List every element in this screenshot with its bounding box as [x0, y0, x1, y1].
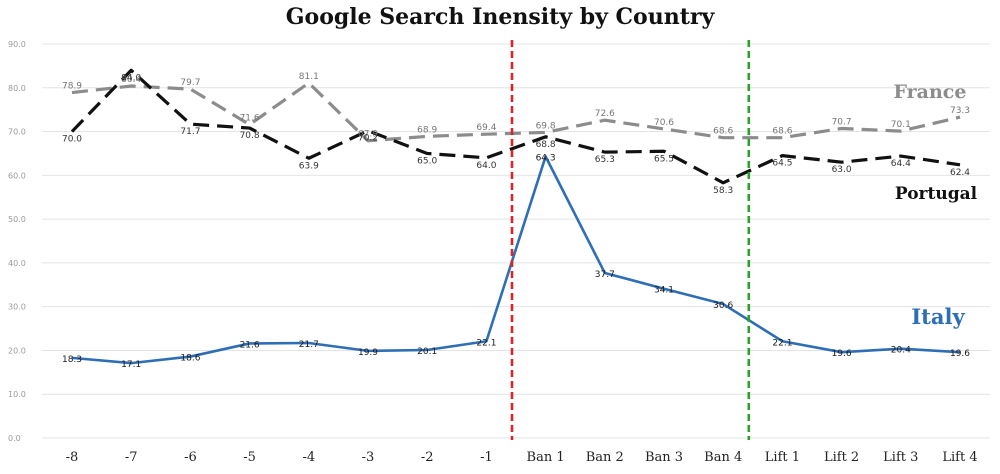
data-label-italy: 21.7: [299, 340, 319, 350]
y-tick-label: 10.0: [8, 390, 26, 399]
data-label-portugal: 68.8: [536, 140, 556, 150]
x-tick-label: Ban 2: [586, 450, 624, 465]
y-tick-label: 90.0: [8, 40, 26, 49]
series-annotation-portugal: Portugal: [895, 184, 978, 204]
data-label-italy: 20.4: [891, 346, 911, 356]
data-label-portugal: 63.0: [832, 165, 852, 175]
data-label-france: 78.9: [62, 82, 82, 92]
data-label-france: 67.9: [358, 130, 378, 140]
series-line-france: [71, 81, 961, 143]
data-label-portugal: 65.3: [595, 155, 615, 165]
data-label-italy: 64.3: [536, 154, 556, 164]
data-label-italy: 19.6: [832, 349, 852, 359]
data-label-portugal: 70.0: [62, 135, 82, 145]
y-tick-label: 50.0: [8, 215, 26, 224]
data-label-italy: 21.6: [240, 340, 260, 350]
data-label-italy: 30.6: [713, 301, 733, 311]
data-label-france: 73.3: [950, 106, 970, 116]
data-label-france: 79.7: [180, 78, 200, 88]
y-tick-label: 30.0: [8, 303, 26, 312]
x-tick-label: Ban 4: [704, 450, 742, 465]
x-tick-label: Lift 4: [942, 450, 977, 465]
data-label-france: 70.7: [832, 117, 852, 127]
x-tick-label: -2: [421, 450, 434, 465]
data-label-france: 80.4: [121, 75, 141, 85]
x-tick-label: Ban 3: [645, 450, 683, 465]
data-label-portugal: 84.0: [121, 73, 141, 83]
chart-title: Google Search Inensity by Country: [285, 4, 715, 30]
data-label-france: 70.6: [654, 118, 674, 128]
data-label-portugal: 64.0: [476, 161, 496, 171]
data-label-portugal: 64.4: [891, 159, 911, 169]
x-tick-label: Lift 2: [824, 450, 859, 465]
series-line-italy: [71, 155, 961, 365]
x-tick-label: -7: [125, 450, 138, 465]
y-tick-label: 60.0: [8, 171, 26, 180]
data-label-italy: 22.1: [772, 338, 792, 348]
data-label-italy: 20.1: [417, 347, 437, 357]
data-label-portugal: 58.3: [713, 186, 733, 196]
x-tick-label: -8: [66, 450, 79, 465]
data-label-portugal: 65.0: [417, 156, 437, 166]
data-label-italy: 18.6: [180, 354, 200, 364]
data-label-portugal: 62.4: [950, 168, 970, 178]
data-label-portugal: 70.2: [358, 134, 378, 144]
x-tick-label: -4: [302, 450, 315, 465]
data-label-portugal: 70.8: [240, 131, 260, 141]
series-annotation-italy: Italy: [911, 304, 965, 329]
x-tick-label: -1: [480, 450, 493, 465]
data-label-france: 69.8: [536, 121, 556, 131]
y-tick-label: 70.0: [8, 128, 26, 137]
data-label-france: 81.1: [299, 72, 319, 82]
data-label-portugal: 65.5: [654, 154, 674, 164]
x-tick-label: Lift 3: [883, 450, 918, 465]
data-label-italy: 34.1: [654, 286, 674, 296]
x-tick-label: Lift 1: [765, 450, 800, 465]
data-label-italy: 22.1: [476, 338, 496, 348]
y-tick-label: 0.0: [8, 434, 21, 443]
data-label-portugal: 71.7: [180, 127, 200, 137]
data-label-france: 71.6: [240, 114, 260, 124]
y-tick-label: 80.0: [8, 84, 26, 93]
data-label-france: 68.6: [713, 127, 733, 137]
data-label-italy: 17.1: [121, 360, 141, 370]
data-label-france: 72.6: [595, 109, 615, 119]
data-label-portugal: 63.9: [299, 161, 319, 171]
series-line-portugal: [70, 68, 961, 185]
data-label-france: 68.6: [772, 127, 792, 137]
data-label-france: 70.1: [891, 120, 911, 130]
data-label-italy: 19.9: [358, 348, 378, 358]
data-label-italy: 18.3: [62, 355, 82, 365]
y-tick-label: 20.0: [8, 346, 26, 355]
x-tick-label: -5: [243, 450, 256, 465]
series-annotation-france: France: [894, 81, 967, 103]
data-label-france: 68.9: [417, 125, 437, 135]
data-label-france: 69.4: [476, 123, 496, 133]
x-tick-label: Ban 1: [527, 450, 565, 465]
x-tick-label: -3: [362, 450, 375, 465]
data-label-italy: 19.6: [950, 349, 970, 359]
data-label-italy: 37.7: [595, 270, 615, 280]
x-tick-label: -6: [184, 450, 197, 465]
data-label-portugal: 64.5: [772, 159, 792, 169]
y-tick-label: 40.0: [8, 259, 26, 268]
